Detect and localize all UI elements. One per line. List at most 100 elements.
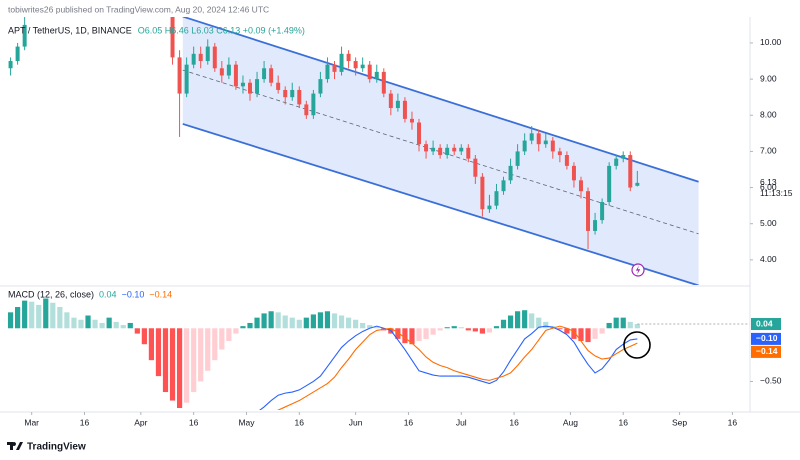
macd-histogram-bar — [198, 328, 204, 382]
candle-body — [191, 53, 196, 65]
macd-histogram-bar — [289, 317, 295, 329]
candle-body — [255, 79, 260, 94]
candle-body — [543, 140, 548, 145]
candle-body — [332, 64, 337, 72]
macd-histogram-bar — [296, 319, 302, 329]
macd-histogram-bar — [324, 311, 331, 329]
y-tick-label: 10.00 — [760, 37, 782, 47]
candle-body — [445, 147, 450, 156]
candle-body — [374, 71, 379, 80]
macd-histogram-bar — [22, 300, 28, 329]
macd-histogram-bar — [78, 319, 84, 329]
macd-line — [276, 325, 638, 410]
symbol-legend: APT / TetherUS, 1D, BINANCE — [8, 25, 132, 35]
candle-body — [473, 158, 478, 177]
candle-body — [233, 64, 238, 87]
candle-body — [395, 100, 400, 109]
value-box-label: 0.04 — [756, 318, 773, 328]
x-tick-label: 16 — [189, 417, 199, 427]
macd-histogram-bar — [543, 321, 549, 329]
candle-body — [501, 180, 506, 192]
x-tick-label: 16 — [80, 417, 90, 427]
y-tick-label: −0.50 — [760, 376, 782, 386]
candle-body — [586, 191, 591, 231]
channel-lower — [182, 123, 699, 285]
candle-body — [614, 158, 619, 166]
candle-body — [564, 155, 569, 166]
candle-body — [318, 79, 323, 94]
candle-body — [297, 89, 302, 105]
footer-brand: TradingView — [27, 442, 86, 453]
value-box-label: −0.14 — [756, 346, 778, 356]
macd-histogram-bar — [564, 328, 570, 334]
y-tick-label: 4.00 — [760, 254, 777, 264]
macd-histogram-bar — [219, 328, 225, 350]
macd-histogram-bar — [479, 328, 485, 334]
y-tick-label: 6.00 — [760, 182, 777, 192]
macd-histogram-bar — [486, 328, 493, 333]
value-box-label: −0.10 — [756, 333, 778, 343]
macd-histogram-bar — [515, 311, 521, 329]
annotations — [623, 263, 651, 359]
macd-histogram-bar — [169, 328, 176, 401]
macd-histogram-bar — [7, 312, 14, 329]
macd-histogram-bar — [620, 317, 626, 329]
macd-histogram-bar — [557, 328, 563, 330]
channel-middle — [182, 69, 699, 235]
logo-mark — [7, 442, 23, 450]
macd-histogram-bar — [275, 312, 281, 329]
macd-histogram-bar — [233, 328, 239, 334]
macd-line — [259, 325, 638, 410]
x-tick-label: Aug — [563, 417, 578, 427]
macd-histogram-bar — [507, 315, 514, 329]
price-pane — [8, 17, 699, 285]
macd-histogram-bar — [134, 328, 140, 334]
macd-histogram-bar — [184, 328, 190, 403]
macd-histogram-bar — [99, 322, 105, 329]
candle-body — [346, 53, 351, 62]
candle-body — [184, 64, 189, 94]
candle-body — [205, 46, 210, 62]
macd-histogram-bar — [451, 326, 457, 329]
macd-histogram-bar — [106, 317, 112, 329]
macd-histogram-bar — [423, 328, 429, 339]
candle-body — [290, 89, 295, 98]
candle-body — [550, 140, 555, 152]
macd-histogram-bar — [268, 311, 274, 329]
candle-body — [487, 205, 492, 210]
candle-body — [198, 53, 203, 62]
macd-histogram-bar — [599, 328, 605, 334]
macd-histogram-bar — [345, 317, 352, 329]
macd-histogram-bar — [212, 328, 218, 361]
macd-histogram-bar — [247, 322, 253, 329]
axes: 4.00 5.00 6.00 7.00 8.00 9.00 10.00 Mar 16 Apr 16 M… — [0, 17, 800, 427]
x-tick-label: Jul — [456, 417, 467, 427]
macd-histogram-bar — [205, 328, 211, 371]
candle-body — [8, 61, 13, 69]
x-tick-label: 16 — [509, 417, 519, 427]
macd-histogram-bar — [458, 327, 464, 329]
publish-header: tobiwrites26 published on TradingView.co… — [8, 4, 269, 14]
macd-histogram-bar — [127, 322, 133, 329]
candle-body — [578, 180, 583, 192]
x-tick-label: Mar — [24, 417, 39, 427]
candle-body — [248, 82, 252, 94]
macd-histogram-bar — [592, 328, 598, 339]
candle-body — [367, 64, 372, 80]
macd-histogram-bar — [367, 325, 373, 329]
macd-histogram-bar — [430, 328, 436, 335]
candle-body — [494, 191, 499, 206]
candle-body — [459, 147, 464, 152]
macd-histogram-bar — [36, 304, 42, 329]
macd-legend: MACD (12, 26, close) — [8, 289, 94, 299]
macd-histogram-bar — [606, 322, 612, 329]
value-box — [751, 332, 781, 345]
macd-histogram-bar — [465, 328, 471, 331]
x-tick-label: Apr — [134, 417, 147, 427]
y-tick-label: 8.00 — [760, 110, 777, 120]
candle-body — [409, 118, 414, 123]
macd-histogram-bar — [578, 328, 584, 342]
candle-body — [219, 68, 224, 76]
candle-body — [466, 147, 471, 159]
